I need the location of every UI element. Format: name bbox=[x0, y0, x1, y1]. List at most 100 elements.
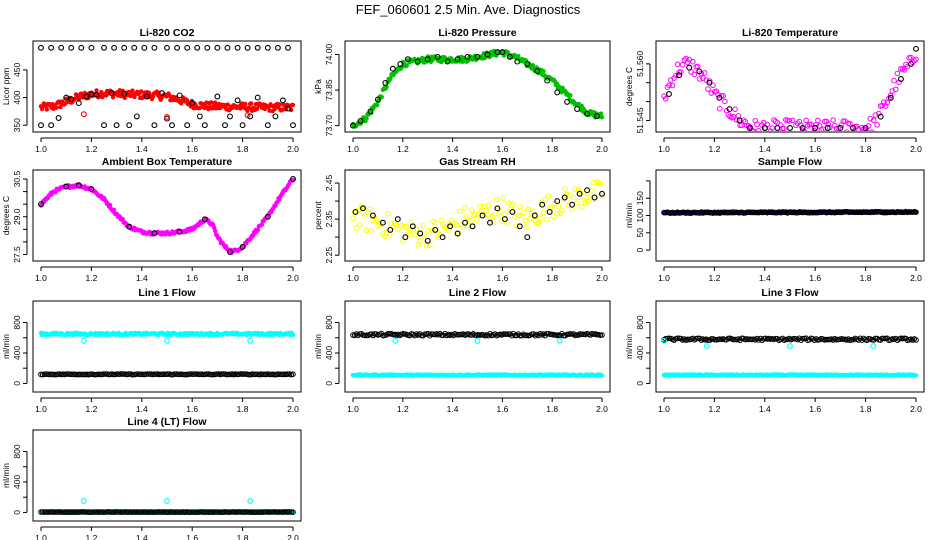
chart-7-line1-black-point bbox=[253, 371, 259, 378]
chart-9-x-tick-label: 1.2 bbox=[708, 404, 720, 414]
chart-1-co2-black-point bbox=[93, 91, 100, 98]
chart-9-line3-cyan-point bbox=[913, 373, 919, 378]
chart-3-temp-magenta-point bbox=[717, 105, 723, 112]
chart-3-temp-magenta-point bbox=[847, 121, 853, 127]
chart-1-co2-black-point bbox=[121, 90, 128, 97]
chart-5-rh-yellow-point bbox=[545, 193, 552, 199]
chart-3-temp-magenta-point bbox=[739, 122, 745, 128]
chart-10-x-tick-label: 2.0 bbox=[287, 533, 299, 540]
chart-4-y-tick-label: 29.0 bbox=[12, 208, 22, 225]
chart-2-pressure-black-point bbox=[484, 51, 491, 58]
chart-6-y-label: ml/min bbox=[624, 203, 634, 228]
chart-2-pressure-green-point bbox=[384, 84, 389, 90]
chart-1-co2-black-point bbox=[189, 100, 196, 107]
chart-6-sample-flow-black-point bbox=[752, 209, 759, 216]
chart-5-rh-yellow-point bbox=[463, 214, 470, 220]
chart-3-temp-magenta-point bbox=[696, 76, 703, 82]
chart-3-temp-magenta-point bbox=[691, 71, 698, 78]
chart-1-co2-red-point bbox=[284, 106, 289, 112]
chart-5-rh-yellow-point bbox=[502, 211, 508, 217]
chart-3-title: Li-820 Temperature bbox=[742, 27, 838, 39]
chart-9-line3-cyan-open-point bbox=[870, 343, 877, 350]
chart-5-x-tick-label: 1.4 bbox=[447, 273, 459, 283]
chart-10-line4-black-point bbox=[193, 509, 200, 516]
chart-4-box-temp-black-point bbox=[38, 201, 44, 208]
chart-1-co2-black-point bbox=[58, 44, 65, 51]
chart-3-temp-black-point bbox=[696, 68, 703, 75]
chart-1-co2-black-point bbox=[222, 122, 228, 129]
chart-5-rh-yellow-point bbox=[418, 234, 425, 240]
chart-5-series-group bbox=[350, 179, 605, 249]
chart-5-rh-yellow-point bbox=[570, 194, 577, 201]
chart-5-rh-black-point bbox=[454, 230, 461, 237]
chart-8-line2-black-point bbox=[507, 331, 513, 337]
chart-1-co2-red-point bbox=[184, 97, 190, 103]
chart-5-rh-yellow-point bbox=[574, 200, 580, 206]
chart-7-line1-black-point bbox=[171, 371, 178, 377]
chart-1-co2-black-point bbox=[201, 122, 208, 129]
chart-8-y-tick-label: 800 bbox=[324, 315, 334, 329]
chart-1-co2-red-point bbox=[94, 88, 99, 93]
chart-1-co2-black-point bbox=[83, 93, 90, 100]
chart-9-line3-black-point bbox=[779, 335, 786, 342]
chart-7-line1-black-point bbox=[168, 371, 174, 378]
chart-5-y-tick-label: 2.25 bbox=[324, 247, 334, 264]
chart-6-sample-flow-black-point bbox=[820, 209, 826, 215]
chart-8-x-tick-label: 2.0 bbox=[596, 404, 608, 414]
chart-6-series-group bbox=[661, 208, 919, 216]
chart-5-rh-yellow-point bbox=[395, 226, 401, 232]
chart-6-sample-flow-black-point bbox=[759, 209, 765, 215]
chart-8-x-tick-label: 1.8 bbox=[546, 404, 558, 414]
chart-4-box-temp-magenta-point bbox=[107, 203, 113, 208]
chart-2-pressure-black-point bbox=[464, 53, 471, 60]
chart-8-line2-cyan-open-point bbox=[392, 337, 399, 344]
chart-6-x-tick-label: 1.4 bbox=[759, 273, 771, 283]
chart-3-frame bbox=[655, 40, 925, 133]
chart-10-line4-black-point bbox=[261, 509, 268, 515]
chart-10-line4-black-point bbox=[100, 509, 107, 516]
chart-10-line4-black-point bbox=[149, 509, 156, 516]
chart-7-line1-cyan-point bbox=[290, 332, 296, 338]
chart-8-y-tick-label: 0 bbox=[324, 381, 334, 386]
chart-5-rh-yellow-point bbox=[403, 223, 410, 230]
chart-1-co2-red-open-point bbox=[244, 112, 251, 119]
chart-3-x-tick-label: 1.0 bbox=[658, 144, 670, 154]
chart-3-temp-magenta-point bbox=[722, 98, 728, 105]
chart-1-co2-black-point bbox=[244, 44, 251, 51]
chart-2-li-820-pressure: Li-820 Pressure 1.0 1.2 1.4 1.6 1.8 2.0 73.70 73… bbox=[313, 27, 611, 154]
chart-1-x-tick-label: 1.8 bbox=[237, 144, 249, 154]
chart-10-line4-black-point bbox=[244, 509, 251, 515]
chart-5-gas-stream-rh: Gas Stream RH 1.0 1.2 1.4 1.6 1.8 2.0 2.25 2.35 2… bbox=[313, 156, 611, 283]
chart-9-y-label: ml/min bbox=[624, 334, 634, 359]
chart-3-temp-magenta-point bbox=[679, 62, 686, 68]
chart-10-title: Line 4 (LT) Flow bbox=[127, 416, 207, 428]
chart-10-line-4-lt-flow: Line 4 (LT) Flow 1.0 1.2 1.4 1.6 1.8 2.0 0 400 80… bbox=[1, 416, 302, 540]
chart-2-x-tick-label: 1.4 bbox=[447, 144, 459, 154]
chart-7-x-tick-label: 1.0 bbox=[35, 404, 47, 414]
chart-10-line4-cyan-open-point bbox=[247, 498, 254, 504]
chart-4-box-temp-black-point bbox=[126, 223, 133, 230]
chart-6-sample-flow-black-point bbox=[835, 209, 842, 215]
chart-5-rh-yellow-point bbox=[440, 221, 447, 228]
chart-4-x-tick-label: 2.0 bbox=[287, 273, 299, 283]
chart-4-box-temp-black-point bbox=[239, 243, 246, 250]
chart-5-rh-yellow-point bbox=[413, 226, 420, 233]
chart-1-co2-black-point bbox=[254, 94, 261, 101]
chart-2-pressure-green-point bbox=[516, 54, 521, 59]
chart-10-line4-black-point bbox=[227, 509, 234, 515]
chart-1-co2-black-point bbox=[234, 97, 241, 104]
chart-5-rh-black-point bbox=[352, 208, 359, 215]
chart-5-rh-yellow-point bbox=[398, 222, 405, 229]
chart-5-rh-yellow-point bbox=[427, 242, 433, 249]
chart-3-y-label: degrees C bbox=[624, 67, 634, 106]
chart-1-co2-black-point bbox=[279, 97, 286, 104]
chart-10-line4-black-point bbox=[192, 509, 198, 516]
chart-9-line3-black-point bbox=[848, 336, 855, 343]
chart-3-temp-magenta-point bbox=[892, 86, 899, 93]
chart-4-box-temp-magenta-point bbox=[120, 217, 125, 222]
chart-3-temp-magenta-point bbox=[750, 128, 757, 131]
chart-4-ambient-box-temperature: Ambient Box Temperature 1.0 1.2 1.4 1.6 1.8 2.… bbox=[1, 156, 302, 283]
chart-4-box-temp-black-point bbox=[176, 228, 183, 235]
chart-1-co2-black-point bbox=[285, 44, 291, 51]
chart-5-rh-yellow-point bbox=[383, 229, 390, 236]
